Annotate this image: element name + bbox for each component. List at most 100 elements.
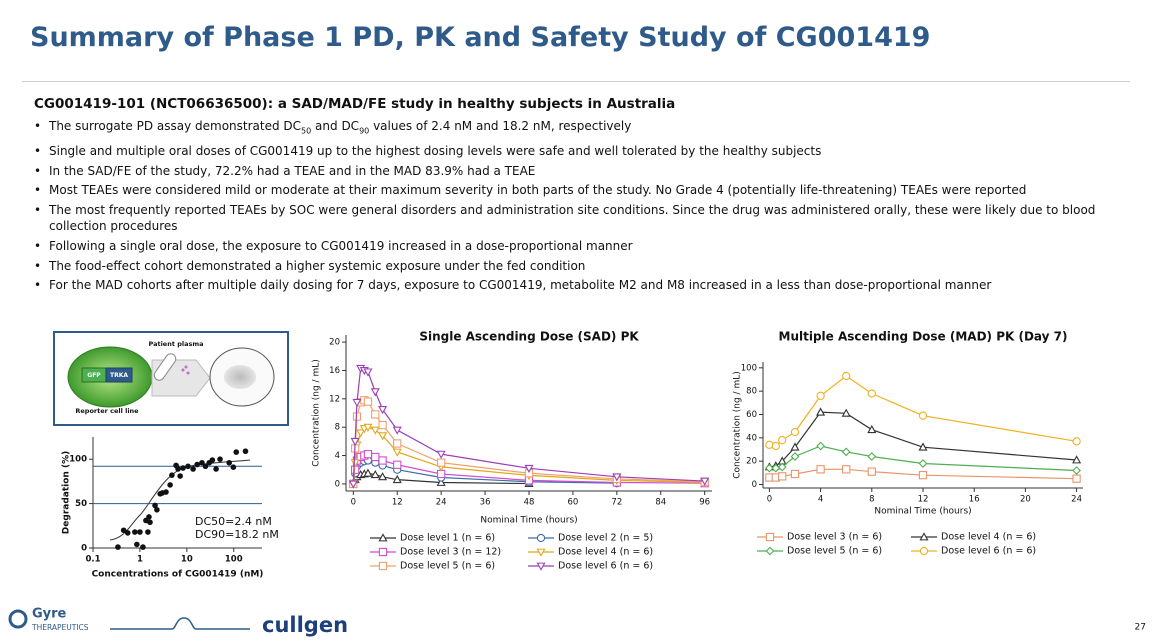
marker <box>790 452 800 461</box>
y-axis-label: Concentration (ng / mL) <box>312 359 322 467</box>
point <box>124 530 131 536</box>
marker <box>778 472 787 481</box>
marker <box>393 439 402 448</box>
y-axis-label: Concentration (ng / mL) <box>733 371 743 479</box>
divider <box>22 81 1130 82</box>
x-tick-label: 84 <box>655 498 666 508</box>
trka-box <box>105 367 133 383</box>
y-tick-label: 4 <box>335 451 340 461</box>
marker <box>356 429 366 438</box>
y-tick-label: 60 <box>746 410 757 420</box>
point <box>134 541 140 548</box>
marker <box>867 424 877 434</box>
y-tick-label: 40 <box>746 433 757 443</box>
footer: Gyre THERAPEUTICS cullgen 27 <box>8 607 1146 637</box>
point <box>230 464 237 470</box>
brand: cullgen <box>262 613 348 637</box>
marker <box>392 448 402 457</box>
legend-marker <box>765 532 775 542</box>
annotation: DC90=18.2 nM <box>195 528 279 541</box>
point <box>120 527 127 534</box>
marker <box>437 458 446 467</box>
fit-curve <box>109 459 251 541</box>
annotation: DC50=2.4 nM <box>195 515 272 528</box>
marker <box>363 449 373 459</box>
y-tick-label: 16 <box>329 366 340 376</box>
subscript: 50 <box>301 126 312 136</box>
x-tick-label: 72 <box>611 498 622 508</box>
point <box>190 466 196 472</box>
bullet: Most TEAEs were considered mild or moder… <box>34 182 1119 198</box>
point <box>185 463 191 470</box>
legend-label: Dose level 3 (n = 6) <box>787 532 882 543</box>
marker <box>371 452 380 462</box>
legend-label: Dose level 4 (n = 6) <box>558 547 653 558</box>
marker <box>777 462 787 472</box>
x-tick-label: 100 <box>225 555 243 565</box>
y-axis-label: Degradation (%) <box>62 451 72 534</box>
marker <box>378 406 388 415</box>
point <box>194 461 200 468</box>
marker <box>363 468 373 477</box>
marker <box>371 410 380 419</box>
point <box>152 502 158 509</box>
x-tick-label: 20 <box>1020 495 1031 505</box>
point <box>175 466 181 472</box>
marker <box>370 388 380 397</box>
y-tick-label: 8 <box>335 423 340 433</box>
point <box>177 473 183 479</box>
legend-label: Dose level 5 (n = 6) <box>787 546 882 557</box>
marker <box>867 452 877 461</box>
marker <box>867 467 876 476</box>
nucleus <box>224 365 256 389</box>
bullet: Single and multiple oral doses of CG0014… <box>34 143 1119 159</box>
x-tick-label: 4 <box>818 495 823 505</box>
legend-marker <box>536 533 546 543</box>
connector <box>110 617 250 630</box>
bullet: For the MAD cohorts after multiple daily… <box>34 277 1119 293</box>
x-axis-label: Concentrations of CG001419 (nM) <box>92 570 264 580</box>
marker <box>816 441 825 451</box>
y-tick-label: 80 <box>746 387 757 397</box>
point <box>233 449 240 455</box>
marker <box>378 420 387 430</box>
marker <box>1072 466 1081 475</box>
series-line <box>769 375 1077 447</box>
point <box>180 465 186 471</box>
point <box>140 544 146 550</box>
point <box>242 448 249 455</box>
marker <box>841 447 851 457</box>
legend-marker <box>536 562 546 571</box>
y-tick-label: 0 <box>81 544 87 554</box>
point <box>163 489 169 495</box>
bullet-list: The surrogate PD assay demonstrated DC50… <box>34 118 1119 297</box>
marker <box>363 423 373 432</box>
legend-marker <box>919 532 929 541</box>
bullet: The food-effect cohort demonstrated a hi… <box>34 258 1119 274</box>
point <box>209 457 216 463</box>
marker <box>918 459 928 468</box>
point <box>115 544 121 550</box>
point <box>137 529 143 535</box>
marker <box>918 471 928 480</box>
x-tick-label: 16 <box>969 495 980 505</box>
chart-title: Single Ascending Dose (SAD) PK <box>419 330 639 344</box>
bullet: In the SAD/FE of the study, 72.2% had a … <box>34 163 1119 179</box>
marker <box>765 463 774 473</box>
y-tick-label: 0 <box>335 479 340 489</box>
x-tick-label: 12 <box>918 495 929 505</box>
marker <box>700 477 710 486</box>
marker <box>378 456 387 465</box>
brand-sub: THERAPEUTICS <box>31 623 89 632</box>
x-tick-label: 24 <box>1071 495 1082 505</box>
x-tick-label: 36 <box>480 498 491 508</box>
marker <box>778 436 787 445</box>
marker <box>816 465 825 474</box>
legend-marker <box>765 546 775 556</box>
y-tick-label: 0 <box>752 480 757 490</box>
y-tick-label: 20 <box>746 457 757 467</box>
text: values of 2.4 nM and 18.2 nM, respective… <box>369 119 632 133</box>
marker <box>350 437 360 447</box>
